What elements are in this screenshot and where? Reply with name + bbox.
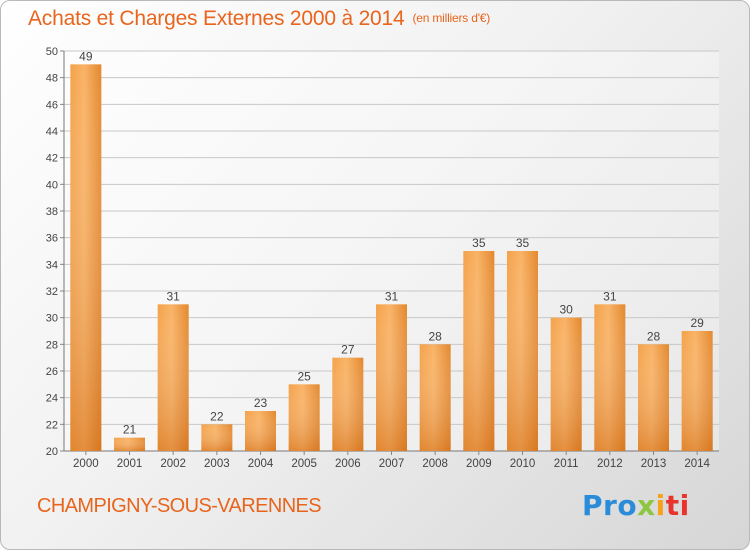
unit-label: (en milliers d'€) xyxy=(412,11,491,25)
y-tick-label: 20 xyxy=(46,446,58,458)
x-tick-label: 2012 xyxy=(597,458,623,470)
x-tick-label: 2009 xyxy=(466,458,492,470)
y-tick-label: 32 xyxy=(46,286,58,298)
x-tick-label: 2011 xyxy=(554,458,579,470)
logo-part-4: ti xyxy=(665,489,690,522)
bar-shade xyxy=(419,344,451,451)
x-tick-label: 2006 xyxy=(335,458,361,470)
data-label: 31 xyxy=(603,289,617,303)
bar-shade xyxy=(638,344,669,451)
y-tick-label: 36 xyxy=(46,233,58,245)
x-tick-label: 2007 xyxy=(379,458,405,470)
data-label: 29 xyxy=(690,316,704,330)
y-tick-label: 24 xyxy=(46,393,58,405)
data-label: 22 xyxy=(210,409,224,423)
y-tick-label: 34 xyxy=(46,259,58,271)
bar-shade xyxy=(332,357,364,451)
y-tick-label: 46 xyxy=(46,99,58,111)
x-tick-label: 2004 xyxy=(248,458,274,470)
data-label: 49 xyxy=(79,49,93,63)
y-tick-label: 26 xyxy=(46,366,58,378)
x-tick-label: 2014 xyxy=(684,458,710,470)
data-label: 28 xyxy=(647,329,661,343)
title-text: Achats et Charges Externes 2000 à 2014 xyxy=(28,7,405,30)
x-tick-label: 2003 xyxy=(204,458,230,470)
x-tick-label: 2010 xyxy=(510,458,536,470)
city-name: CHAMPIGNY-SOUS-VARENNES xyxy=(37,495,322,517)
data-label: 23 xyxy=(254,396,268,410)
chart-title: Achats et Charges Externes 2000 à 2014 (e… xyxy=(28,7,490,31)
logo-part-2: x xyxy=(637,489,656,522)
bar-shade xyxy=(114,437,145,451)
proxiti-logo[interactable]: Proxiti xyxy=(582,489,690,522)
bar-shade xyxy=(376,304,407,451)
logo-part-3: i xyxy=(655,489,666,522)
y-tick-label: 22 xyxy=(46,419,58,431)
x-tick-label: 2005 xyxy=(291,458,317,470)
bar-shade xyxy=(463,251,495,451)
logo-part-1: Pro xyxy=(582,489,638,522)
data-label: 25 xyxy=(297,369,311,383)
bar-shade xyxy=(70,64,102,452)
x-tick-label: 2013 xyxy=(641,458,667,470)
data-label: 27 xyxy=(341,343,355,357)
data-label: 30 xyxy=(559,303,573,317)
data-label: 21 xyxy=(123,423,137,437)
bar-shade xyxy=(288,384,320,451)
bar-shade xyxy=(201,424,233,451)
x-tick-label: 2002 xyxy=(160,458,186,470)
y-tick-label: 48 xyxy=(46,73,58,85)
label-layer: 20 22 24 26 28 30 32 34 36 38 40 42 44 46 48 50 49 2000 21… xyxy=(46,46,711,470)
bar-shade xyxy=(550,317,582,451)
x-tick-label: 2001 xyxy=(117,458,143,470)
y-tick-label: 50 xyxy=(46,46,58,58)
y-tick-label: 42 xyxy=(46,153,58,165)
y-tick-label: 44 xyxy=(46,126,58,138)
data-label: 35 xyxy=(472,236,486,250)
data-label: 31 xyxy=(385,289,399,303)
bar-shade xyxy=(157,304,189,451)
bar-shade xyxy=(245,411,276,451)
y-tick-label: 28 xyxy=(46,339,58,351)
x-tick-label: 2008 xyxy=(422,458,448,470)
data-label: 28 xyxy=(428,329,442,343)
y-tick-label: 40 xyxy=(46,179,58,191)
x-tick-label: 2000 xyxy=(73,458,99,470)
bar-shade xyxy=(507,251,538,451)
bar-shade xyxy=(594,304,626,451)
data-label: 35 xyxy=(516,236,530,250)
data-label: 31 xyxy=(166,289,180,303)
bar-layer xyxy=(70,64,713,455)
bar-shade xyxy=(681,331,713,451)
y-tick-label: 38 xyxy=(46,206,58,218)
y-tick-label: 30 xyxy=(46,313,58,325)
